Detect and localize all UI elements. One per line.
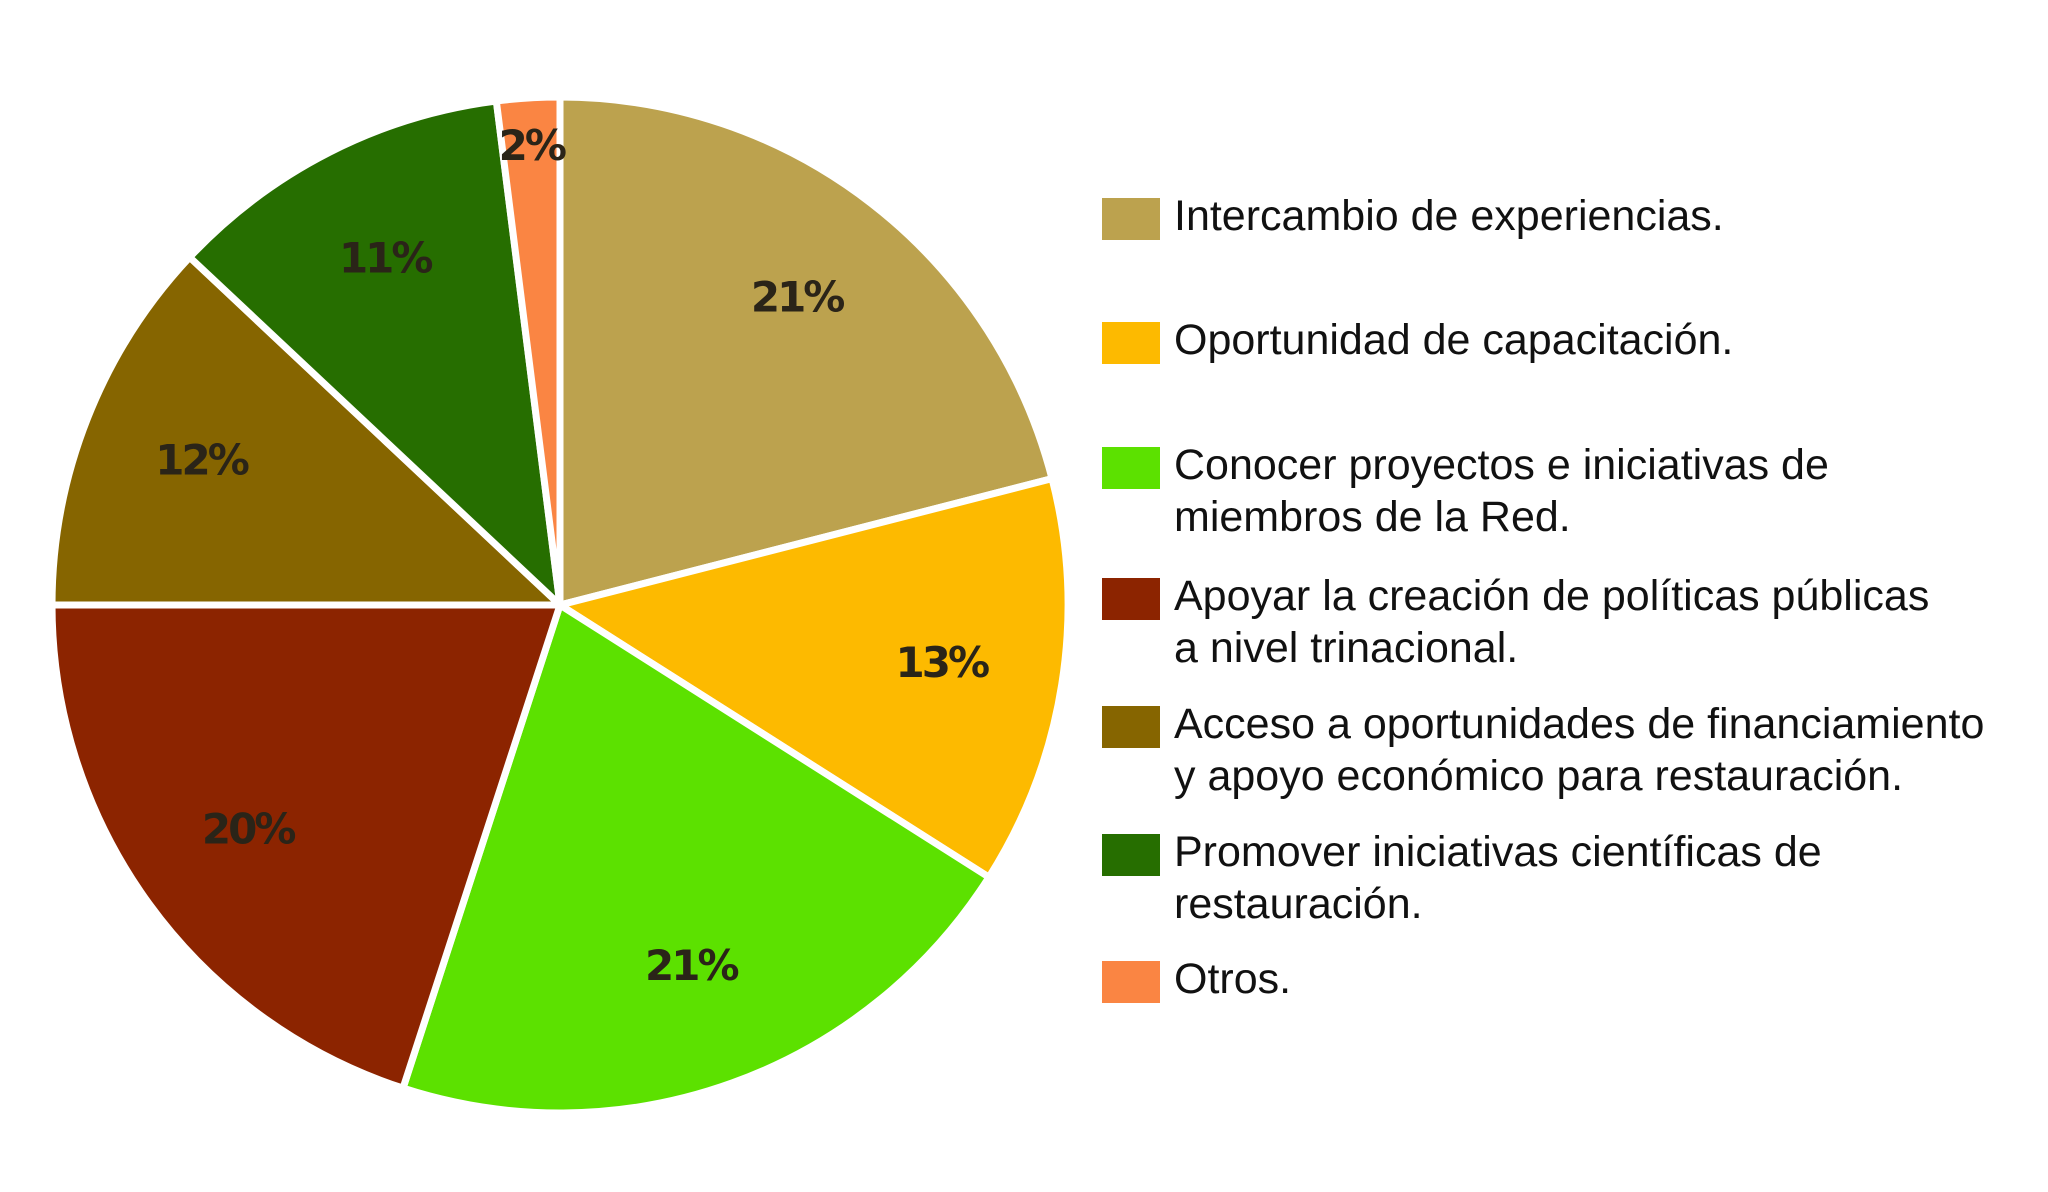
pie-slice-2 xyxy=(556,475,1072,881)
legend-swatch xyxy=(1102,578,1160,620)
legend-swatch xyxy=(1102,961,1160,1003)
legend-label-line: a nivel trinacional. xyxy=(1174,624,1519,672)
legend-label: Intercambio de experiencias. xyxy=(1174,190,1724,242)
legend-label-line: Apoyar la creación de políticas públicas xyxy=(1174,572,1930,620)
pie-slice-4 xyxy=(48,601,564,1092)
pie-value-label: 20% xyxy=(202,804,295,853)
legend-label: Apoyar la creación de políticas públicas… xyxy=(1174,570,1929,674)
legend-item-politicas-publicas: Apoyar la creación de políticas públicas… xyxy=(1102,570,1929,674)
legend-item-intercambio: Intercambio de experiencias. xyxy=(1102,190,1724,242)
legend-label-line: Conocer proyectos e iniciativas de xyxy=(1174,441,1829,489)
pie-slice-3 xyxy=(399,601,993,1117)
pie-slice-1 xyxy=(556,93,1056,609)
legend-label-line: Otros. xyxy=(1174,955,1292,1003)
legend-item-capacitacion: Oportunidad de capacitación. xyxy=(1102,314,1733,366)
legend-label: Acceso a oportunidades de financiamiento… xyxy=(1174,698,1984,802)
pie-slice-5 xyxy=(48,253,564,609)
legend-label: Oportunidad de capacitación. xyxy=(1174,314,1733,366)
pie-slices xyxy=(48,93,1072,1117)
legend-item-iniciativas-cientificas: Promover iniciativas científicas de rest… xyxy=(1102,826,1822,930)
pie-value-label: 21% xyxy=(751,272,844,321)
pie-value-label: 11% xyxy=(339,234,432,283)
legend-label: Conocer proyectos e iniciativas de miemb… xyxy=(1174,439,1829,543)
legend-label: Promover iniciativas científicas de rest… xyxy=(1174,826,1822,930)
legend-label-line: y apoyo económico para restauración. xyxy=(1174,752,1904,800)
pie-value-label: 21% xyxy=(645,941,738,990)
legend-swatch xyxy=(1102,706,1160,748)
legend-label-line: Intercambio de experiencias. xyxy=(1174,192,1724,240)
legend-swatch xyxy=(1102,834,1160,876)
legend-swatch xyxy=(1102,447,1160,489)
legend-label-line: Promover iniciativas científicas de xyxy=(1174,828,1822,876)
pie-slice-6 xyxy=(186,97,564,609)
legend-label-line: miembros de la Red. xyxy=(1174,493,1571,541)
legend-label-line: Oportunidad de capacitación. xyxy=(1174,316,1734,364)
pie-value-label: 12% xyxy=(155,435,248,484)
pie-slice-7 xyxy=(492,93,564,609)
pie-value-labels: 21% 13% 21% 20% 12% 11% 2% xyxy=(155,121,992,990)
legend-item-otros: Otros. xyxy=(1102,953,1291,1005)
legend-item-financiamiento: Acceso a oportunidades de financiamiento… xyxy=(1102,698,1984,802)
legend-item-conocer-proyectos: Conocer proyectos e iniciativas de miemb… xyxy=(1102,439,1829,543)
legend-label-line: Acceso a oportunidades de financiamiento xyxy=(1174,700,1985,748)
legend-swatch xyxy=(1102,198,1160,240)
legend-label: Otros. xyxy=(1174,953,1291,1005)
legend-label-line: restauración. xyxy=(1174,880,1423,928)
pie-value-label: 2% xyxy=(499,121,566,170)
legend-swatch xyxy=(1102,322,1160,364)
pie-value-label: 13% xyxy=(896,638,989,687)
